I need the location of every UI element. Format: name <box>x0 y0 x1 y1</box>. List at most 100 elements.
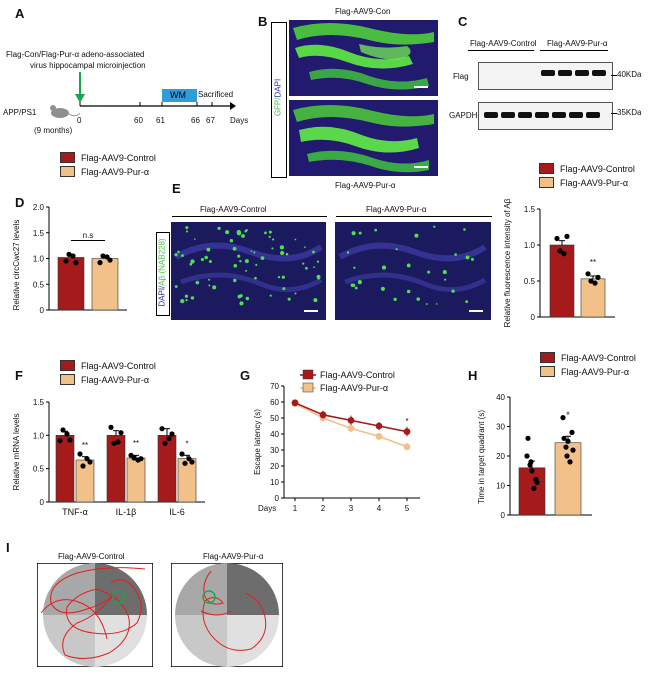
g-sig-label: * <box>405 417 408 426</box>
abeta-plaque <box>229 238 234 243</box>
h-ylabel: Time in target quadrant (s) <box>477 410 486 504</box>
abeta-plaque <box>244 229 248 233</box>
f-sig-label: ** <box>133 439 139 448</box>
abeta-plaque <box>253 251 256 254</box>
f-bar <box>177 458 197 503</box>
legend-h: Flag-AAV9-Control Flag-AAV9-Pur-α <box>540 352 636 377</box>
g-legend-swatch <box>302 382 314 393</box>
blot-gapdh <box>478 102 613 130</box>
abeta-plaque <box>358 282 360 284</box>
f-point <box>64 431 70 437</box>
tick-61: 61 <box>156 116 165 125</box>
d-ytick-label: 1.0 <box>33 255 45 264</box>
h-point <box>567 459 573 465</box>
hippocampus-image-control <box>289 20 438 96</box>
abeta-plaque <box>287 297 291 301</box>
abeta-plaque <box>269 294 272 297</box>
panel-e-side-label: DAPI/Aβ (NAB228) <box>158 231 167 315</box>
e-point <box>592 280 598 286</box>
abeta-plaque <box>204 255 208 260</box>
d-ytick-label: 0 <box>40 306 45 315</box>
abeta-plaque <box>444 278 447 281</box>
platform-circle-pur <box>202 590 216 604</box>
f-point <box>77 451 83 457</box>
g-point <box>347 425 355 432</box>
panel-d-label: D <box>15 195 25 210</box>
g-ytick-label: 70 <box>270 382 279 391</box>
abeta-plaque <box>312 250 315 254</box>
panel-a-mouse: APP/PS1 <box>3 108 37 117</box>
d-point <box>70 253 76 259</box>
abeta-plaque <box>239 259 242 263</box>
legend-pur-label: Flag-AAV9-Pur-α <box>81 166 150 177</box>
abeta-plaque <box>304 266 308 270</box>
h-ytick-label: 0 <box>501 511 506 520</box>
abeta-plaque <box>304 246 306 248</box>
abeta-plaque <box>237 294 242 299</box>
panel-e-header-control: Flag-AAV9-Control <box>200 205 267 214</box>
g-legend-label: Flag-AAV9-Control <box>320 370 395 380</box>
e-point <box>595 274 601 280</box>
abeta-plaque <box>294 292 297 295</box>
panel-i-title-pur: Flag-AAV9-Pur-α <box>203 552 264 561</box>
f-xtick-label: IL-6 <box>169 507 185 517</box>
h-point <box>560 415 566 421</box>
abeta-plaque <box>442 270 447 275</box>
g-ytick-label: 30 <box>270 446 279 455</box>
f-point <box>87 459 93 465</box>
d-bar <box>57 257 85 311</box>
abeta-plaque <box>233 278 237 283</box>
abeta-plaque <box>255 263 258 267</box>
dapi-label: DAPI <box>273 78 283 98</box>
g-ylabel: Escape latency (s) <box>253 409 262 475</box>
abeta-plaque <box>357 280 362 285</box>
g-ytick-label: 60 <box>270 398 279 407</box>
blot-flag <box>478 62 613 90</box>
h-point <box>569 429 575 435</box>
abeta-plaque <box>264 231 267 235</box>
h-bar <box>518 467 546 516</box>
abeta-plaque <box>237 254 241 258</box>
f-point <box>108 424 114 430</box>
abeta-plaque <box>406 263 411 268</box>
panel-b-bottom-title: Flag-AAV9-Pur-α <box>335 181 396 190</box>
e-ytick-label: 0.5 <box>524 277 536 286</box>
abeta-plaque <box>200 257 204 262</box>
abeta-plaque <box>206 247 211 252</box>
d-ytick-label: 1.5 <box>33 229 45 238</box>
panel-e-label: E <box>172 181 181 196</box>
abeta-plaque <box>245 296 250 301</box>
abeta-plaque <box>268 230 272 234</box>
legend-swatch-control <box>60 152 75 163</box>
injection-arrow-icon <box>75 72 85 103</box>
abeta-plaque <box>184 294 189 298</box>
e-point <box>561 251 567 257</box>
abeta-plaque <box>254 276 257 280</box>
g-xtick-label: 2 <box>321 504 326 513</box>
water-maze-track-pur <box>171 563 283 667</box>
e-sig-label: ** <box>590 258 596 267</box>
e-ytick-label: 1.0 <box>524 241 536 250</box>
panel-i-title-control: Flag-AAV9-Control <box>58 552 125 561</box>
panel-b-side-label: GFP/DAPI <box>274 60 283 136</box>
h-bar <box>554 442 582 516</box>
ab-e-label: Aβ (NAB228) <box>157 238 167 286</box>
h-point <box>565 438 571 444</box>
d-point <box>100 253 106 259</box>
g-xtick-label: 3 <box>349 504 354 513</box>
g-xlabel: Days <box>258 504 276 513</box>
abeta-plaque <box>313 266 315 269</box>
panel-g-label: G <box>240 368 251 383</box>
abeta-plaque <box>279 245 285 250</box>
mw-40: 40KDa <box>617 70 642 79</box>
f-point <box>67 437 73 443</box>
h-point <box>563 444 569 450</box>
abeta-plaque <box>425 303 428 305</box>
abeta-plaque <box>393 297 397 301</box>
water-maze-track-control <box>37 563 153 667</box>
e-ylabel: Relative fluorescence intensity of Aβ <box>503 198 512 327</box>
abeta-plaque <box>381 265 387 270</box>
legend-swatch-pur <box>60 166 75 177</box>
e-point <box>588 278 594 284</box>
abeta-plaque <box>374 228 378 232</box>
